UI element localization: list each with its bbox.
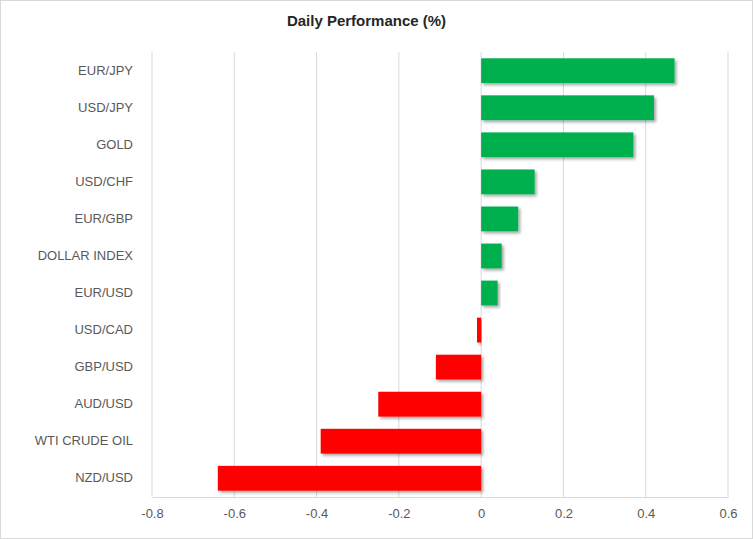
y-tick-label: DOLLAR INDEX bbox=[38, 248, 134, 263]
x-tick-label: 0.2 bbox=[555, 506, 573, 521]
grid-line bbox=[728, 52, 729, 497]
x-tick-label: 0.4 bbox=[637, 506, 655, 521]
x-axis-line bbox=[153, 497, 729, 498]
y-tick: EUR/GBP bbox=[74, 211, 133, 226]
bar bbox=[436, 355, 481, 380]
y-tick-label: AUD/USD bbox=[74, 396, 133, 411]
grid-line bbox=[152, 52, 153, 497]
grid-line bbox=[316, 52, 317, 497]
y-axis: EUR/JPY USD/JPY GOLD USD/CHF EUR/GBP DOLLAR I… bbox=[35, 63, 134, 486]
y-tick: GOLD bbox=[96, 137, 133, 152]
bar bbox=[481, 169, 534, 194]
chart-border bbox=[1, 1, 753, 539]
x-tick-label: 0.6 bbox=[719, 506, 737, 521]
bar bbox=[481, 207, 518, 232]
y-tick: WTI CRUDE OIL bbox=[35, 433, 133, 448]
y-tick-label: USD/CHF bbox=[75, 174, 133, 189]
bar bbox=[481, 281, 497, 306]
bar bbox=[481, 132, 633, 157]
bars bbox=[218, 58, 675, 490]
y-tick: EUR/USD bbox=[74, 285, 133, 300]
y-tick: GBP/USD bbox=[74, 359, 133, 374]
y-tick: AUD/USD bbox=[74, 396, 133, 411]
bar bbox=[378, 392, 481, 417]
y-tick-label: USD/JPY bbox=[78, 100, 133, 115]
bar bbox=[481, 244, 502, 269]
x-tick: 0.4 bbox=[637, 497, 655, 521]
grid bbox=[152, 52, 728, 497]
bar bbox=[481, 58, 674, 83]
x-tick: -0.8 bbox=[141, 497, 163, 521]
bar bbox=[321, 429, 481, 454]
x-tick: 0.2 bbox=[555, 497, 573, 521]
x-tick-label: -0.2 bbox=[388, 506, 410, 521]
chart: Daily Performance (%) -0.8 -0.6 -0.4 -0.2 0 0.… bbox=[0, 0, 753, 539]
plot: -0.8 -0.6 -0.4 -0.2 0 0.2 0.4 0.6 EUR/JPY USD/JPY… bbox=[35, 52, 738, 521]
x-tick-label: 0 bbox=[478, 506, 485, 521]
grid-line bbox=[234, 52, 235, 497]
y-tick: USD/CAD bbox=[74, 322, 133, 337]
x-tick: -0.4 bbox=[306, 497, 328, 521]
y-tick: USD/JPY bbox=[78, 100, 133, 115]
y-tick: USD/CHF bbox=[75, 174, 133, 189]
y-tick: NZD/USD bbox=[75, 470, 133, 485]
y-tick-label: EUR/GBP bbox=[74, 211, 133, 226]
y-tick-label: NZD/USD bbox=[75, 470, 133, 485]
x-tick: 0.6 bbox=[719, 497, 737, 521]
y-tick: DOLLAR INDEX bbox=[38, 248, 134, 263]
x-tick: 0 bbox=[478, 497, 485, 521]
y-tick: EUR/JPY bbox=[78, 63, 133, 78]
bar bbox=[218, 466, 481, 491]
y-tick-label: GBP/USD bbox=[74, 359, 133, 374]
x-axis: -0.8 -0.6 -0.4 -0.2 0 0.2 0.4 0.6 bbox=[141, 497, 737, 521]
x-tick: -0.2 bbox=[388, 497, 410, 521]
y-tick-label: EUR/JPY bbox=[78, 63, 133, 78]
y-tick-label: WTI CRUDE OIL bbox=[35, 433, 133, 448]
x-tick-label: -0.6 bbox=[224, 506, 246, 521]
bar bbox=[481, 95, 654, 120]
y-tick-label: GOLD bbox=[96, 137, 133, 152]
x-tick-label: -0.4 bbox=[306, 506, 328, 521]
x-tick: -0.6 bbox=[224, 497, 246, 521]
y-tick-label: USD/CAD bbox=[74, 322, 133, 337]
y-tick-label: EUR/USD bbox=[74, 285, 133, 300]
x-tick-label: -0.8 bbox=[141, 506, 163, 521]
chart-title: Daily Performance (%) bbox=[287, 12, 446, 29]
bar bbox=[477, 318, 481, 343]
